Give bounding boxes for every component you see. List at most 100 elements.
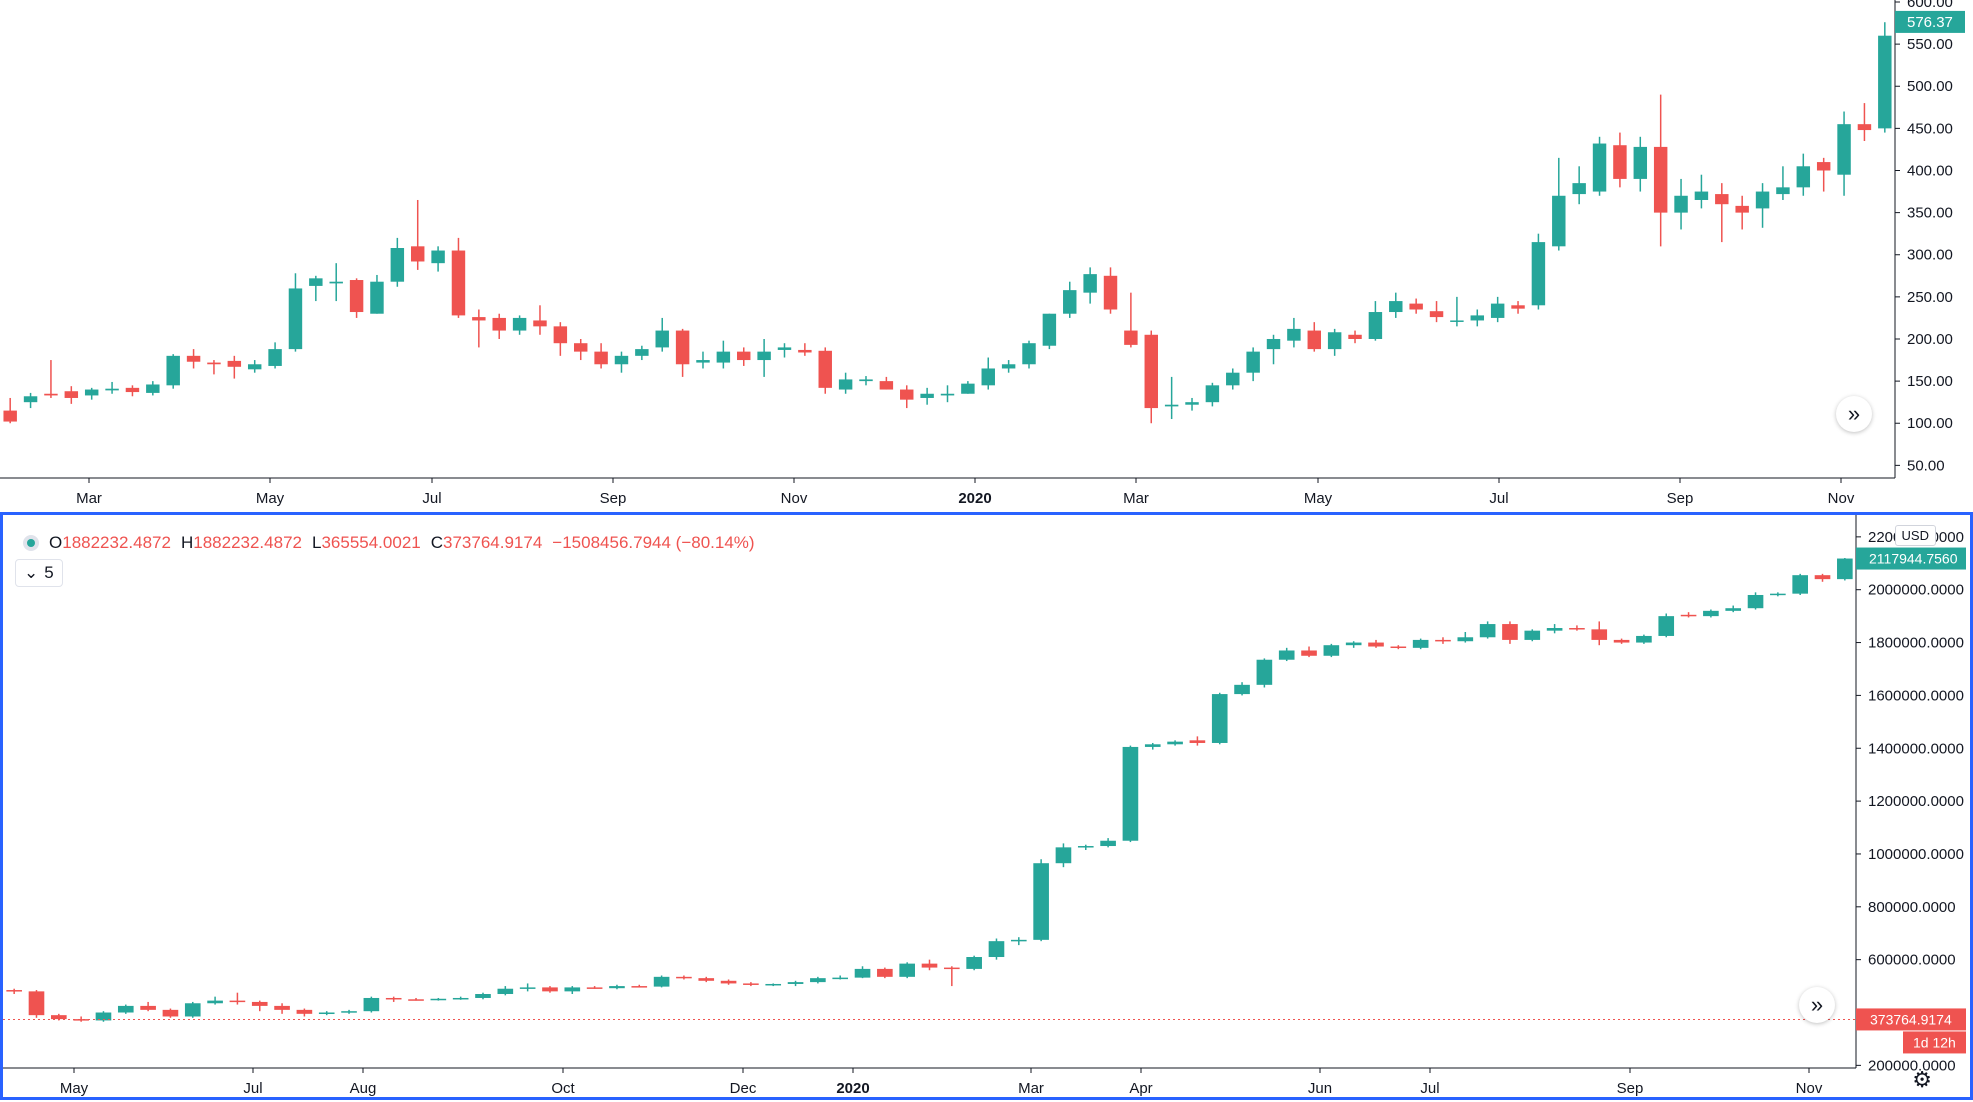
candle-body [1409,303,1423,310]
top-chart-pane[interactable]: 600.00 550.00 500.00 450.00 400.00 350.00 300.… [0,0,1973,512]
candle-body [743,983,759,985]
candle [1569,625,1585,631]
candle [1278,647,1295,662]
change-value: −1508456.7944 (−80.14%) [552,533,755,552]
candle [1144,742,1161,750]
gear-icon[interactable]: ⚙ [1912,1067,1932,1092]
candle [1042,313,1057,350]
x-tick-label: Jul [243,1080,262,1097]
candle [921,959,938,971]
candle [452,996,469,1000]
candle-body [1703,610,1719,617]
candle-body [1307,330,1321,350]
interval-selector[interactable]: ⌄ 5 [15,559,63,587]
candle-body [1103,275,1118,310]
candle [1591,621,1608,646]
candle [859,376,873,386]
y-tick-label: 450.00 [1907,120,1953,137]
y-tick-label: 200000.0000 [1868,1057,1956,1074]
candle [146,381,160,396]
x-tick-label: Mar [76,490,102,507]
candle-body [451,250,466,316]
candle-body [696,360,710,363]
visibility-toggle-icon[interactable] [23,535,39,551]
candle-body [1490,303,1505,318]
candle-body [140,1005,156,1010]
candle [696,351,710,369]
candle-body [1694,191,1709,200]
candle [472,309,486,348]
candle [1234,682,1250,696]
candle-body [1144,334,1158,409]
bottom-chart-pane[interactable]: 2200000.00002000000.00001800000.00001600… [0,512,1973,1100]
top-candlestick-chart[interactable]: 600.00 550.00 500.00 450.00 400.00 350.00 300.… [0,0,1973,512]
candle [594,343,608,369]
candle-body [631,986,648,988]
countdown-label: 1d 12h [1913,1034,1956,1050]
candle [497,986,514,996]
y-tick-label: 800000.0000 [1868,899,1956,916]
candle [614,351,629,373]
candle-body [1164,404,1179,407]
candle [431,246,445,272]
candle [698,976,715,983]
scroll-to-realtime-button-top[interactable]: » [1836,396,1872,432]
y-tick-label: 400.00 [1907,162,1953,179]
candle-body [227,360,242,367]
candle [1552,157,1566,251]
candle-body [777,347,792,350]
candle [940,385,955,403]
open-value: 1882232.4872 [62,533,171,552]
candle [166,354,180,389]
candle-body [1511,305,1525,309]
candle [288,273,303,352]
candle [1546,624,1563,634]
candle [64,386,79,404]
candle [408,997,424,1001]
x-tick-label: 2020 [836,1080,869,1097]
candle [1323,643,1340,658]
candle [899,962,915,979]
candle-body [410,246,425,262]
candle [410,199,425,270]
candle-body [28,991,45,1016]
x-tick-label: Jul [422,490,441,507]
interval-value: 5 [44,563,54,582]
candle [1531,233,1546,310]
scroll-to-realtime-button-bottom[interactable]: » [1799,987,1835,1023]
candle [1837,557,1853,581]
candle-body [1323,645,1340,656]
candle [879,376,894,390]
candle [737,347,751,366]
currency-label[interactable]: USD [1894,525,1936,546]
candle [296,1008,313,1017]
bottom-candlestick-chart[interactable]: 2200000.00002000000.00001800000.00001600… [3,515,1970,1097]
candle-body [1345,642,1362,646]
candle-body [1429,311,1444,318]
candle-body [1278,650,1295,660]
candle-body [594,351,608,365]
y-tick-label: 1200000.0000 [1868,793,1964,810]
candle-body [1246,351,1260,373]
candle [1103,267,1118,314]
candle [1226,368,1240,390]
candle [1747,592,1764,610]
candle-body [162,1009,179,1017]
candle-body [1479,624,1496,638]
x-tick-label: Jul [1420,1080,1439,1097]
candle-body [1348,334,1362,339]
candle [251,1000,268,1012]
candle [1266,334,1281,365]
candle-body [1450,320,1464,322]
candle [564,986,581,995]
x-tick-label: Aug [350,1080,377,1097]
candle-body [519,987,536,989]
candle-body [698,978,715,981]
candle [1205,382,1220,407]
candle [207,996,223,1005]
candle [1796,153,1811,196]
y-tick-label: 550.00 [1907,36,1953,53]
candle-body [1226,372,1240,386]
candle-body [1470,315,1485,321]
candle [675,328,690,377]
